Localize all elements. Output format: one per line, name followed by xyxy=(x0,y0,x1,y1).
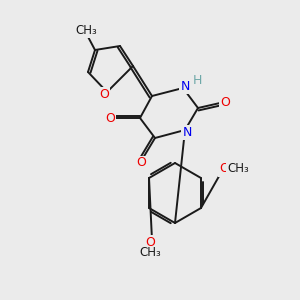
Text: O: O xyxy=(219,163,229,176)
Text: CH₃: CH₃ xyxy=(227,163,249,176)
Text: O: O xyxy=(220,97,230,110)
Text: O: O xyxy=(105,112,115,124)
Text: CH₃: CH₃ xyxy=(139,247,161,260)
Text: O: O xyxy=(145,236,155,248)
Text: N: N xyxy=(182,125,192,139)
Text: O: O xyxy=(99,88,109,100)
Text: H: H xyxy=(192,74,202,86)
Text: O: O xyxy=(136,157,146,169)
Text: CH₃: CH₃ xyxy=(75,25,97,38)
Text: N: N xyxy=(180,80,190,92)
